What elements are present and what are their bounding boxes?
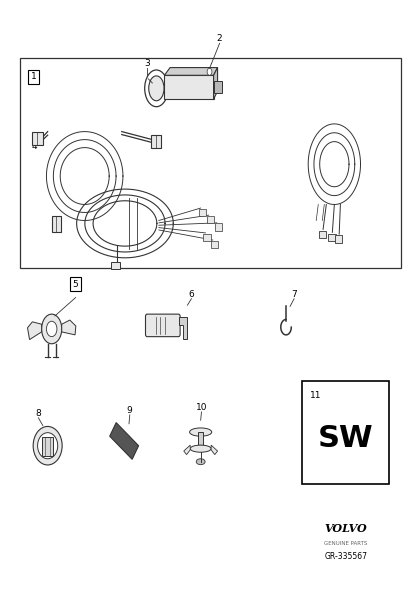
Ellipse shape — [190, 445, 211, 452]
Circle shape — [42, 314, 62, 344]
Polygon shape — [164, 75, 214, 99]
Bar — [211, 240, 218, 248]
Polygon shape — [214, 67, 217, 99]
Ellipse shape — [196, 459, 205, 465]
Polygon shape — [164, 67, 217, 75]
Polygon shape — [110, 423, 139, 459]
Text: 7: 7 — [291, 290, 297, 299]
Bar — [151, 135, 161, 148]
Text: 3: 3 — [144, 59, 150, 68]
Bar — [302, 380, 389, 484]
Text: VOLVO: VOLVO — [324, 523, 367, 534]
Ellipse shape — [149, 76, 164, 101]
Circle shape — [207, 68, 212, 75]
Bar — [207, 216, 214, 224]
Bar — [328, 234, 335, 241]
Polygon shape — [214, 81, 222, 93]
FancyBboxPatch shape — [145, 314, 180, 337]
Bar — [199, 209, 206, 216]
Bar — [20, 58, 401, 268]
Ellipse shape — [33, 427, 62, 465]
Bar — [32, 132, 43, 145]
Bar — [335, 236, 342, 243]
Text: 5: 5 — [73, 279, 79, 288]
Polygon shape — [184, 445, 190, 454]
Text: GR-335567: GR-335567 — [324, 552, 367, 561]
Text: 8: 8 — [35, 409, 41, 418]
Bar — [111, 261, 120, 269]
Bar — [198, 432, 203, 445]
Circle shape — [46, 322, 57, 337]
Text: SW: SW — [318, 424, 373, 453]
Ellipse shape — [37, 433, 58, 459]
Text: 2: 2 — [217, 34, 222, 43]
Polygon shape — [62, 320, 76, 335]
Text: 6: 6 — [189, 290, 194, 299]
Polygon shape — [211, 445, 217, 454]
Bar — [42, 438, 53, 456]
Bar — [203, 234, 211, 241]
Bar — [52, 216, 60, 233]
Bar — [215, 224, 222, 231]
Text: 10: 10 — [196, 403, 207, 412]
Ellipse shape — [145, 70, 168, 107]
Text: 4: 4 — [32, 142, 37, 151]
Text: 11: 11 — [310, 391, 322, 400]
Bar — [319, 231, 326, 238]
Ellipse shape — [189, 428, 212, 436]
Text: 9: 9 — [126, 406, 132, 415]
Text: GENUINE PARTS: GENUINE PARTS — [324, 541, 367, 546]
Text: 1: 1 — [30, 72, 36, 81]
Polygon shape — [178, 317, 187, 339]
Polygon shape — [28, 322, 42, 340]
